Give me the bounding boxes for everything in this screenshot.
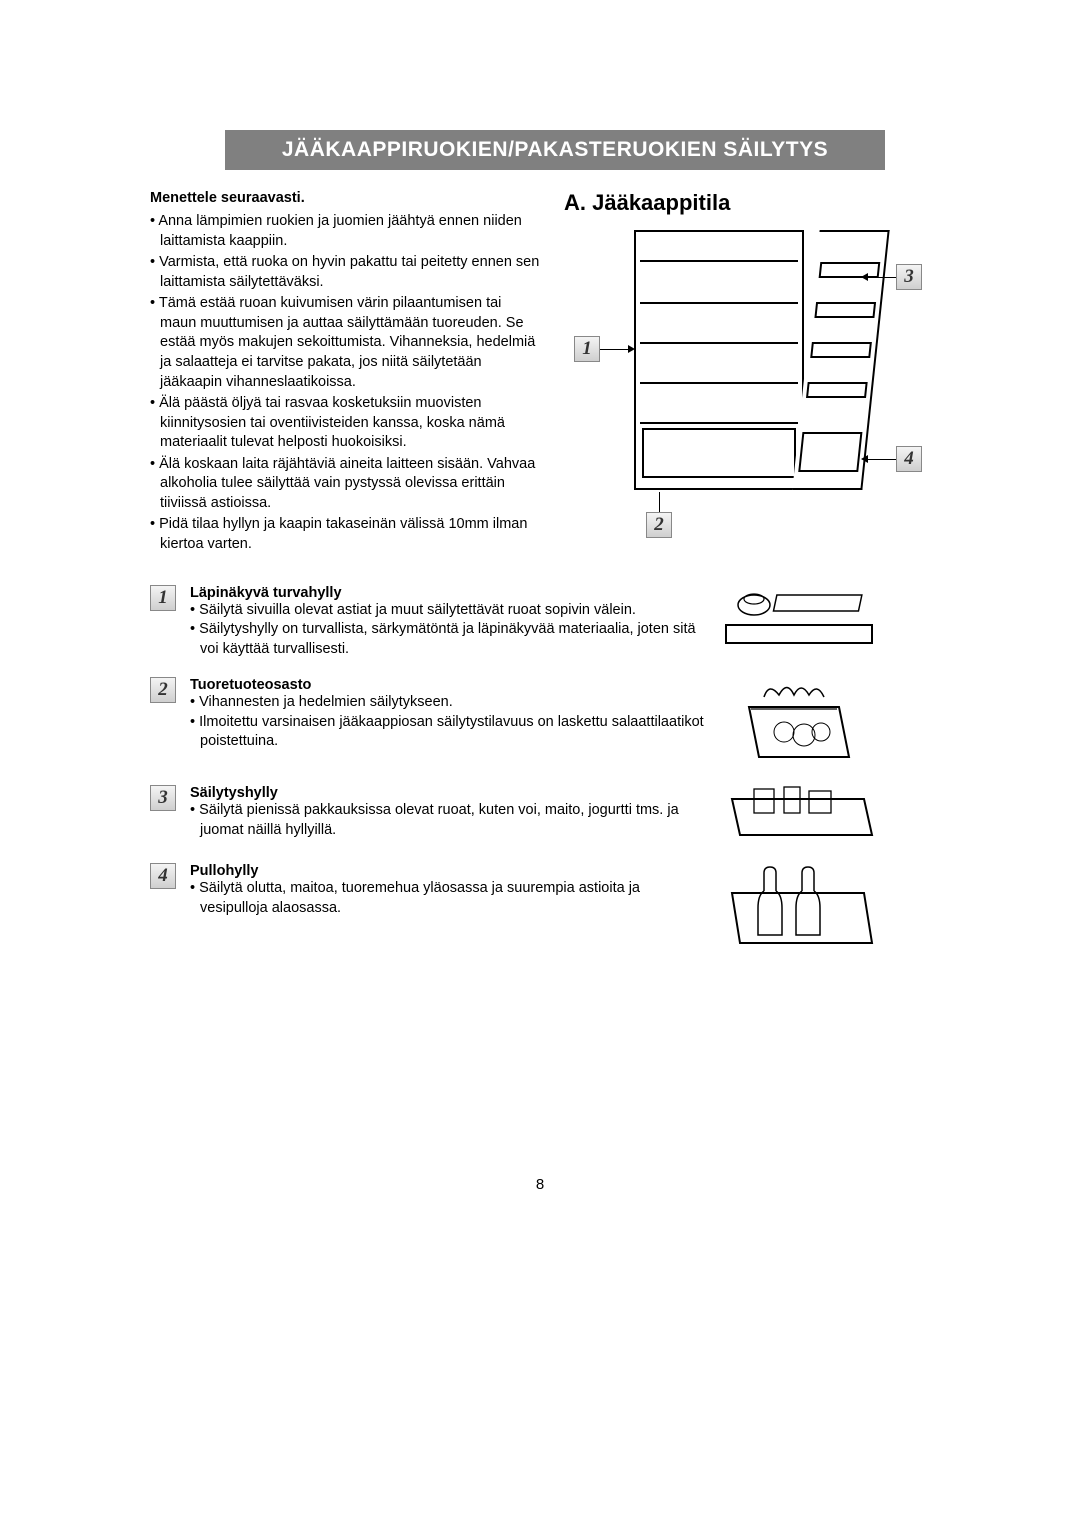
- intro-bullet: Pidä tilaa hyllyn ja kaapin takaseinän v…: [150, 515, 540, 554]
- intro-bullet: Tämä estää ruoan kuivumisen värin pilaan…: [150, 294, 540, 392]
- item-bullet: Säilytyshylly on turvallista, särkymätön…: [190, 620, 710, 659]
- callout-2: 2: [646, 492, 672, 538]
- item-title: Pullohylly: [190, 863, 710, 879]
- item-bullet: Ilmoitettu varsinaisen jääkaappiosan säi…: [190, 713, 710, 752]
- callout-badge: 3: [896, 264, 922, 290]
- list-item: 2 Tuoretuoteosasto Vihannesten ja hedelm…: [150, 677, 960, 767]
- intro-bullet: Älä koskaan laita räjähtäviä aineita lai…: [150, 455, 540, 514]
- list-item: 1 Läpinäkyvä turvahylly Säilytä sivuilla…: [150, 585, 960, 660]
- item-title: Säilytyshylly: [190, 785, 710, 801]
- intro-bullet: Anna lämpimien ruokien ja juomien jäähty…: [150, 212, 540, 251]
- intro-bullets: Anna lämpimien ruokien ja juomien jäähty…: [150, 212, 540, 555]
- item-bullet: Säilytä pienissä pakkauksissa olevat ruo…: [190, 801, 710, 840]
- item-number: 4: [150, 863, 176, 889]
- crisper-illustration: [724, 677, 874, 767]
- intro-heading: Menettele seuraavasti.: [150, 190, 540, 206]
- shelf-illustration: [724, 585, 874, 655]
- callout-badge: 4: [896, 446, 922, 472]
- item-number: 3: [150, 785, 176, 811]
- fridge-diagram: 1 2 3 4: [574, 230, 914, 510]
- section-subtitle: A. Jääkaappitila: [564, 190, 960, 216]
- intro-bullet: Varmista, että ruoka on hyvin pakattu ta…: [150, 253, 540, 292]
- item-title: Läpinäkyvä turvahylly: [190, 585, 710, 601]
- item-bullet: Säilytä sivuilla olevat astiat ja muut s…: [190, 601, 710, 621]
- item-number: 1: [150, 585, 176, 611]
- callout-4: 4: [861, 446, 922, 472]
- callout-badge: 1: [574, 336, 600, 362]
- item-title: Tuoretuoteosasto: [190, 677, 710, 693]
- callout-badge: 2: [646, 512, 672, 538]
- callout-3: 3: [861, 264, 922, 290]
- list-item: 3 Säilytyshylly Säilytä pienissä pakkauk…: [150, 785, 960, 845]
- intro-bullet: Älä päästä öljyä tai rasvaa kosketuksiin…: [150, 394, 540, 453]
- item-bullet: Vihannesten ja hedelmien säilytykseen.: [190, 693, 710, 713]
- item-number: 2: [150, 677, 176, 703]
- item-bullet: Säilytä olutta, maitoa, tuoremehua yläos…: [190, 879, 710, 918]
- bottle-shelf-illustration: [724, 863, 874, 953]
- door-shelf-illustration: [724, 785, 874, 845]
- fridge-body: [634, 230, 804, 490]
- callout-1: 1: [574, 336, 635, 362]
- page-title: JÄÄKAAPPIRUOKIEN/PAKASTERUOKIEN SÄILYTYS: [225, 130, 885, 170]
- list-item: 4 Pullohylly Säilytä olutta, maitoa, tuo…: [150, 863, 960, 953]
- page-number: 8: [0, 1176, 1080, 1193]
